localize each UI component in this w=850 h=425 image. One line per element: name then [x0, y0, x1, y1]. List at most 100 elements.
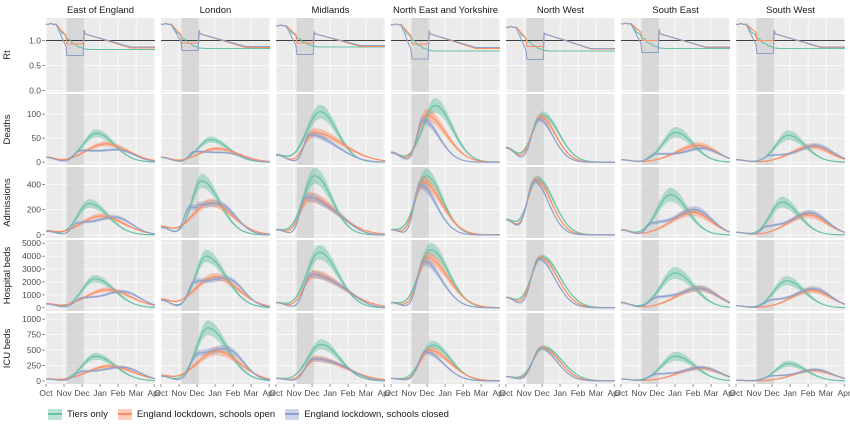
y-tick-label: 0.5 [29, 61, 41, 71]
panel-south-west-deaths [735, 94, 846, 165]
panel-north-west-admissions [505, 167, 615, 238]
series-line-closed [505, 25, 615, 61]
panel-background [736, 240, 845, 311]
series-line-closed [390, 260, 500, 309]
legend-label-tiers-only: Tiers only [67, 408, 108, 420]
lockdown-shade [756, 167, 774, 238]
lockdown-shade [66, 167, 84, 238]
series-ribbon-tiers [46, 199, 155, 235]
x-tick-label: Feb [341, 388, 356, 398]
series-line-open [275, 131, 386, 162]
legend-label-lockdown-schools-open: England lockdown, schools open [136, 408, 276, 420]
panel-north-west-deaths [505, 94, 615, 165]
x-tick-label: Jan [553, 388, 567, 398]
x-tick-label: Dec [74, 388, 90, 398]
lockdown-shade [296, 94, 314, 165]
column-strip-title: South West [766, 5, 815, 16]
series-line-closed [160, 202, 271, 236]
series-line-closed [275, 358, 386, 382]
series-line-closed [160, 22, 270, 52]
x-tick-label: Dec [304, 388, 320, 398]
panel-midlands-deaths [275, 94, 386, 165]
x-tick-label: Mar [244, 388, 259, 398]
panel-south-east-rt [620, 18, 730, 92]
y-tick-label: 750 [27, 330, 41, 340]
column-strip-title: London [200, 5, 232, 16]
x-tick-label: Nov [171, 388, 187, 398]
x-tick-label: Nov [401, 388, 417, 398]
series-ribbon-open [621, 285, 730, 307]
panel-background [391, 18, 500, 92]
panel-background [161, 18, 270, 92]
x-tick-label: Dec [764, 388, 780, 398]
panel-london-admissions [160, 167, 271, 238]
series-line-tiers [275, 343, 386, 382]
series-line-closed [505, 118, 615, 163]
panel-london-rt [160, 18, 270, 92]
x-tick-label: Feb [226, 388, 241, 398]
y-tick-label: 2000 [22, 277, 41, 287]
series-ribbon-closed [621, 206, 730, 234]
series-line-closed [505, 258, 615, 309]
series-line-closed [45, 22, 155, 57]
x-tick-label: Jan [93, 388, 107, 398]
lockdown-shade [66, 94, 84, 165]
x-tick-label: Feb [456, 388, 471, 398]
column-strip-title: East of England [67, 5, 134, 16]
y-tick-label: 0.0 [29, 86, 41, 96]
legend: Tiers only England lockdown, schools ope… [48, 406, 459, 422]
x-tick-label: Jan [783, 388, 797, 398]
y-tick-label: 0 [36, 230, 41, 240]
lockdown-shade [296, 313, 314, 384]
series-line-closed [735, 144, 846, 163]
panel-north-east-and-yorkshire-admissions [390, 167, 501, 238]
series-line-tiers [620, 355, 731, 382]
x-tick-label: Apr [262, 388, 275, 398]
panel-east-of-england-icu-beds [45, 313, 156, 384]
x-tick-label: Nov [631, 388, 647, 398]
x-tick-label: Dec [419, 388, 435, 398]
panel-north-east-and-yorkshire-icu-beds [390, 313, 501, 384]
series-ribbon-tiers [736, 276, 845, 308]
series-line-tiers [275, 251, 386, 309]
y-tick-label: 1000 [22, 290, 41, 300]
lockdown-shade [181, 240, 199, 311]
series-line-open [275, 273, 386, 307]
panel-south-east-admissions [620, 167, 731, 238]
legend-label-lockdown-schools-closed: England lockdown, schools closed [304, 408, 449, 420]
series-line-open [390, 114, 501, 163]
series-ribbon-tiers [46, 274, 155, 308]
panel-south-west-hospital-beds [735, 240, 846, 311]
x-tick-label: Oct [269, 388, 283, 398]
column-strip-title: North West [537, 5, 585, 16]
series-ribbon-open [161, 198, 270, 235]
panel-south-west-rt [735, 18, 845, 92]
x-tick-label: Oct [384, 388, 398, 398]
series-line-tiers [45, 278, 156, 309]
series-line-closed [160, 150, 271, 163]
lockdown-shade [641, 167, 659, 238]
panel-background [161, 94, 270, 165]
panel-midlands-hospital-beds [275, 240, 386, 311]
panel-north-west-icu-beds [505, 313, 615, 384]
x-tick-label: Oct [154, 388, 168, 398]
series-ribbon-tiers [46, 129, 155, 162]
panel-london-hospital-beds [160, 240, 271, 311]
y-tick-label: 4000 [22, 251, 41, 261]
legend-item-lockdown-schools-open: England lockdown, schools open [117, 408, 276, 420]
panel-london-icu-beds [160, 313, 271, 384]
series-line-closed [275, 196, 386, 236]
legend-key-tiers-only [48, 408, 62, 420]
series-line-closed [505, 180, 615, 236]
y-tick-label: 3000 [22, 264, 41, 274]
x-tick-label: Oct [499, 388, 513, 398]
panel-south-east-hospital-beds [620, 240, 731, 311]
y-tick-label: 100 [27, 109, 41, 119]
x-tick-label: Nov [56, 388, 72, 398]
series-ribbon-tiers [621, 267, 730, 308]
series-line-open [46, 143, 156, 162]
lockdown-shade [641, 240, 659, 311]
series-line-closed [45, 366, 156, 381]
panel-background [46, 18, 155, 92]
row-label-rt: Rt [2, 50, 13, 60]
